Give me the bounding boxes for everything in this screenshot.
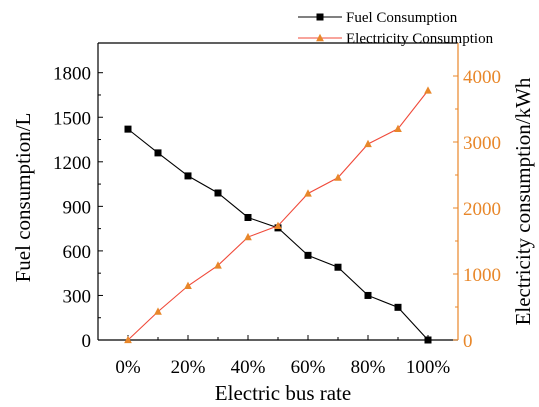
data-point-electricity (334, 173, 342, 181)
x-axis-title: Electric bus rate (215, 381, 351, 405)
right-y-tick-label: 1000 (463, 265, 501, 286)
left-y-tick-label: 300 (63, 286, 92, 307)
data-point-electricity (424, 86, 432, 94)
right-y-axis-title: Electricity consumption/kWh (511, 77, 535, 325)
x-tick-label: 80% (351, 357, 386, 378)
legend-label-1: Electricity Consumption (346, 31, 494, 47)
x-tick-label: 40% (231, 357, 266, 378)
left-y-tick-label: 600 (63, 242, 92, 263)
data-point-fuel (304, 251, 312, 259)
legend-label-0: Fuel Consumption (346, 10, 458, 26)
left-y-tick-label: 1800 (53, 64, 91, 85)
data-point-fuel (424, 336, 432, 344)
right-y-tick-label: 4000 (463, 67, 501, 88)
data-point-electricity (244, 232, 252, 241)
x-tick-label: 0% (115, 357, 141, 378)
legend: Fuel Consumption Electricity Consumption (298, 10, 494, 47)
data-point-electricity (124, 335, 132, 344)
x-tick-label: 100% (406, 357, 451, 378)
data-point-fuel (244, 213, 252, 221)
legend-marker-square (316, 13, 324, 21)
data-point-fuel (154, 149, 162, 157)
data-point-electricity (154, 307, 162, 315)
data-point-fuel (184, 172, 192, 180)
data-point-electricity (184, 281, 192, 290)
data-point-fuel (214, 189, 222, 197)
right-y-tick-label: 0 (463, 331, 473, 352)
left-y-tick-label: 0 (82, 331, 92, 352)
data-point-electricity (304, 189, 312, 197)
data-point-fuel (364, 291, 372, 299)
right-y-tick-label: 2000 (463, 199, 501, 220)
plot-area: 0% 20% 40% 60% 80% 100% 0 300 600 900 1200 1500 1800… (11, 42, 535, 405)
x-tick-label: 20% (171, 357, 206, 378)
legend-marker-triangle (316, 33, 324, 42)
data-point-electricity (274, 221, 282, 229)
left-y-tick-label: 1500 (53, 108, 91, 129)
left-y-tick-label: 900 (63, 197, 92, 218)
x-tick-label: 60% (291, 357, 326, 378)
data-point-fuel (124, 125, 132, 133)
right-y-tick-label: 3000 (463, 133, 501, 154)
left-y-tick-label: 1200 (53, 153, 91, 174)
series-line-electricity (127, 90, 429, 341)
data-point-electricity (394, 124, 402, 132)
data-point-electricity (364, 139, 372, 148)
data-point-electricity (214, 261, 222, 269)
series-line-fuel (127, 128, 429, 341)
data-point-fuel (394, 303, 402, 311)
data-point-fuel (334, 263, 342, 271)
left-y-axis-title: Fuel consumption/L (11, 113, 35, 283)
